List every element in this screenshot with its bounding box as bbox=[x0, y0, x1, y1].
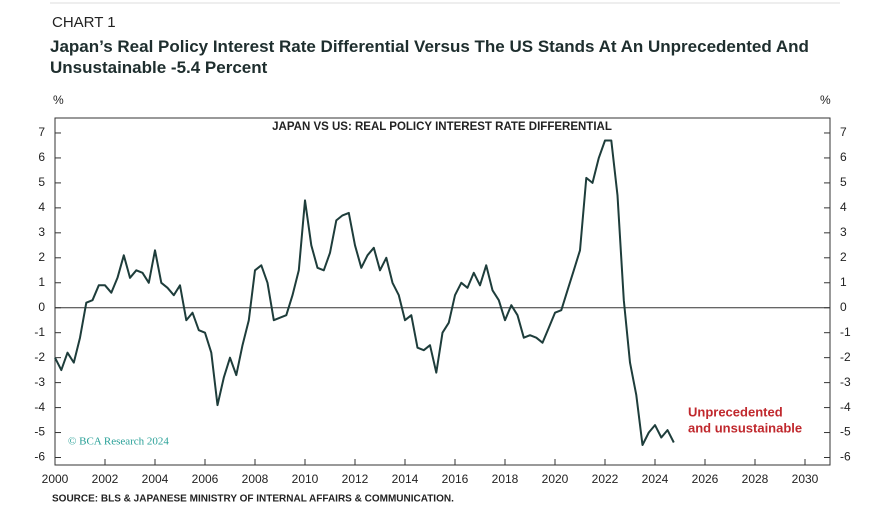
x-tick-label: 2014 bbox=[392, 472, 419, 486]
chart-title: Japan’s Real Policy Interest Rate Differ… bbox=[50, 37, 809, 77]
x-tick-label: 2008 bbox=[242, 472, 269, 486]
y2-tick-label: 7 bbox=[840, 125, 847, 139]
source: SOURCE: BLS & JAPANESE MINISTRY OF INTER… bbox=[52, 494, 454, 505]
y2-tick-label: -4 bbox=[840, 400, 851, 414]
y2-tick-label: 0 bbox=[840, 300, 847, 314]
y2-tick-label: -2 bbox=[840, 350, 851, 364]
y-tick-label: -4 bbox=[34, 400, 45, 414]
y-tick-label: -5 bbox=[34, 425, 45, 439]
y2-tick-label: -6 bbox=[840, 450, 851, 464]
y2-tick-label: 4 bbox=[840, 200, 847, 214]
y-tick-label: -6 bbox=[34, 450, 45, 464]
y-tick-label: -2 bbox=[34, 350, 45, 364]
y-unit-right: % bbox=[820, 93, 831, 107]
y-tick-label: 2 bbox=[38, 250, 45, 264]
y2-tick-label: 5 bbox=[840, 175, 847, 189]
y-tick-label: -1 bbox=[34, 325, 45, 339]
y2-tick-label: -1 bbox=[840, 325, 851, 339]
chart-label: CHART 1 bbox=[52, 14, 116, 31]
y2-tick-label: 3 bbox=[840, 225, 847, 239]
y2-tick-label: 1 bbox=[840, 275, 847, 289]
y-tick-label: 6 bbox=[38, 150, 45, 164]
y-tick-label: -3 bbox=[34, 375, 45, 389]
x-tick-label: 2000 bbox=[42, 472, 69, 486]
credit: © BCΑ Research 2024 bbox=[68, 436, 169, 448]
x-tick-label: 2026 bbox=[692, 472, 719, 486]
x-tick-label: 2004 bbox=[142, 472, 169, 486]
y2-tick-label: 6 bbox=[840, 150, 847, 164]
plot-frame bbox=[54, 117, 831, 466]
data-line bbox=[54, 139, 675, 446]
x-tick-label: 2024 bbox=[642, 472, 669, 486]
x-tick-label: 2018 bbox=[492, 472, 519, 486]
x-tick-label: 2016 bbox=[442, 472, 469, 486]
x-tick-label: 2030 bbox=[792, 472, 819, 486]
y-tick-label: 4 bbox=[38, 200, 45, 214]
y-tick-label: 7 bbox=[38, 125, 45, 139]
x-tick-label: 2022 bbox=[592, 472, 619, 486]
annotation: Unprecedented bbox=[688, 404, 783, 419]
y-tick-label: 3 bbox=[38, 225, 45, 239]
x-tick-label: 2012 bbox=[342, 472, 369, 486]
chart-subtitle: JAPAN VS US: REAL POLICY INTEREST RATE D… bbox=[272, 121, 612, 133]
y2-tick-label: -3 bbox=[840, 375, 851, 389]
x-tick-label: 2020 bbox=[542, 472, 569, 486]
y-tick-label: 5 bbox=[38, 175, 45, 189]
y-unit-left: % bbox=[53, 93, 64, 107]
y-tick-label: 0 bbox=[38, 300, 45, 314]
y-tick-label: 1 bbox=[38, 275, 45, 289]
y2-tick-label: -5 bbox=[840, 425, 851, 439]
x-tick-label: 2010 bbox=[292, 472, 319, 486]
y2-tick-label: 2 bbox=[840, 250, 847, 264]
annotation: and unsustainable bbox=[688, 420, 802, 435]
title-box: Japan’s Real Policy Interest Rate Differ… bbox=[50, 37, 809, 77]
x-tick-label: 2006 bbox=[192, 472, 219, 486]
x-tick-label: 2002 bbox=[92, 472, 119, 486]
x-tick-label: 2028 bbox=[742, 472, 769, 486]
